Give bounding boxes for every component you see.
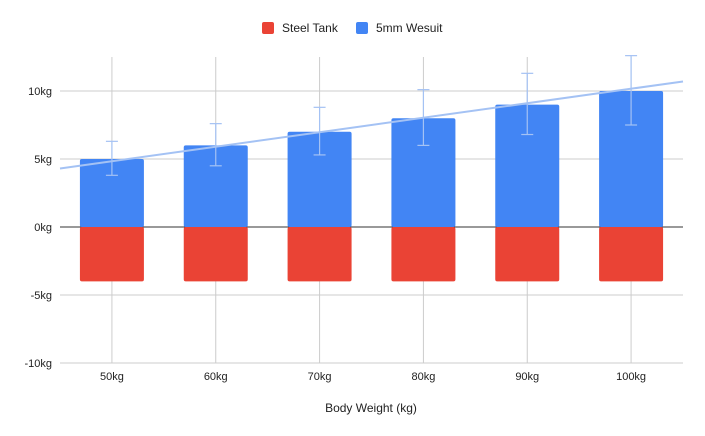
bar-wetsuit [287, 131, 352, 227]
trendline [59, 80, 684, 170]
x-axis-title: Body Weight (kg) [325, 401, 417, 415]
bar-steel-tank [599, 227, 664, 282]
legend: Steel Tank 5mm Wesuit [262, 21, 443, 35]
x-tick-label: 50kg [100, 371, 124, 383]
bar-steel-tank [183, 227, 248, 282]
y-tick-label: 0kg [34, 222, 52, 234]
x-tick-label: 80kg [411, 371, 435, 383]
legend-label-steel-tank: Steel Tank [282, 21, 339, 35]
x-tick-label: 70kg [308, 371, 332, 383]
legend-swatch-steel-tank [262, 22, 274, 34]
bar-steel-tank [287, 227, 352, 282]
x-tick-label: 90kg [515, 371, 539, 383]
x-tick-label: 60kg [204, 371, 228, 383]
gridlines [60, 57, 683, 364]
bar-wetsuit [183, 145, 248, 227]
legend-swatch-wetsuit [356, 22, 368, 34]
bar-wetsuit [79, 159, 144, 227]
bars [79, 91, 664, 282]
y-tick-label: 10kg [28, 86, 52, 98]
bar-wetsuit [495, 104, 560, 227]
legend-label-wetsuit: 5mm Wesuit [376, 21, 443, 35]
bar-steel-tank [79, 227, 144, 282]
y-tick-label: 5kg [34, 154, 52, 166]
x-tick-label: 100kg [616, 371, 646, 383]
y-tick-labels: -10kg -5kg 0kg 5kg 10kg [24, 86, 52, 370]
bar-wetsuit [391, 118, 456, 227]
bar-steel-tank [391, 227, 456, 282]
y-tick-label: -10kg [24, 358, 52, 370]
trendline-group [59, 80, 684, 170]
bar-wetsuit [599, 91, 664, 227]
bar-steel-tank [495, 227, 560, 282]
x-tick-labels: 50kg 60kg 70kg 80kg 90kg 100kg [100, 371, 646, 383]
y-tick-label: -5kg [31, 290, 52, 302]
